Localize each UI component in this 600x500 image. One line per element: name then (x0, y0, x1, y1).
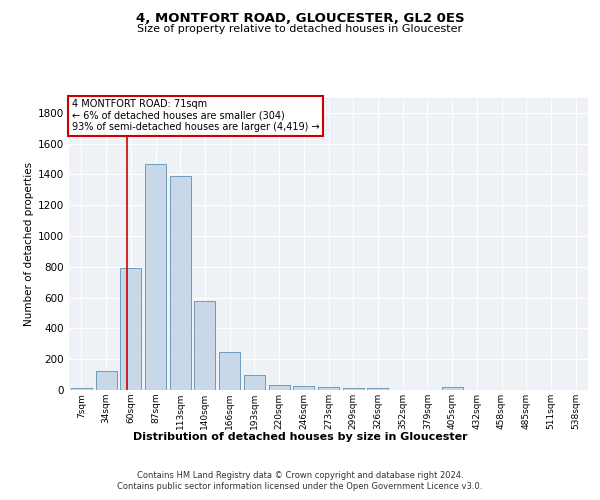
Bar (170, 176, 191, 390)
Bar (244, 374, 265, 390)
Text: Distribution of detached houses by size in Gloucester: Distribution of detached houses by size … (133, 432, 467, 442)
Bar (219, 352, 240, 390)
Bar (367, 388, 388, 390)
Bar (343, 388, 364, 390)
Y-axis label: Number of detached properties: Number of detached properties (24, 162, 34, 326)
Text: Contains public sector information licensed under the Open Government Licence v3: Contains public sector information licen… (118, 482, 482, 491)
Bar (318, 387, 339, 390)
Text: 4 MONTFORT ROAD: 71sqm
← 6% of detached houses are smaller (304)
93% of semi-det: 4 MONTFORT ROAD: 71sqm ← 6% of detached … (71, 99, 319, 132)
Bar (194, 302, 215, 390)
Bar (269, 384, 290, 390)
Bar (71, 388, 92, 390)
Bar (95, 371, 116, 390)
Text: Size of property relative to detached houses in Gloucester: Size of property relative to detached ho… (137, 24, 463, 34)
Text: Contains HM Land Registry data © Crown copyright and database right 2024.: Contains HM Land Registry data © Crown c… (137, 471, 463, 480)
Bar (145, 164, 166, 390)
Bar (120, 268, 141, 390)
Bar (442, 387, 463, 390)
Bar (293, 386, 314, 390)
Text: 4, MONTFORT ROAD, GLOUCESTER, GL2 0ES: 4, MONTFORT ROAD, GLOUCESTER, GL2 0ES (136, 12, 464, 26)
